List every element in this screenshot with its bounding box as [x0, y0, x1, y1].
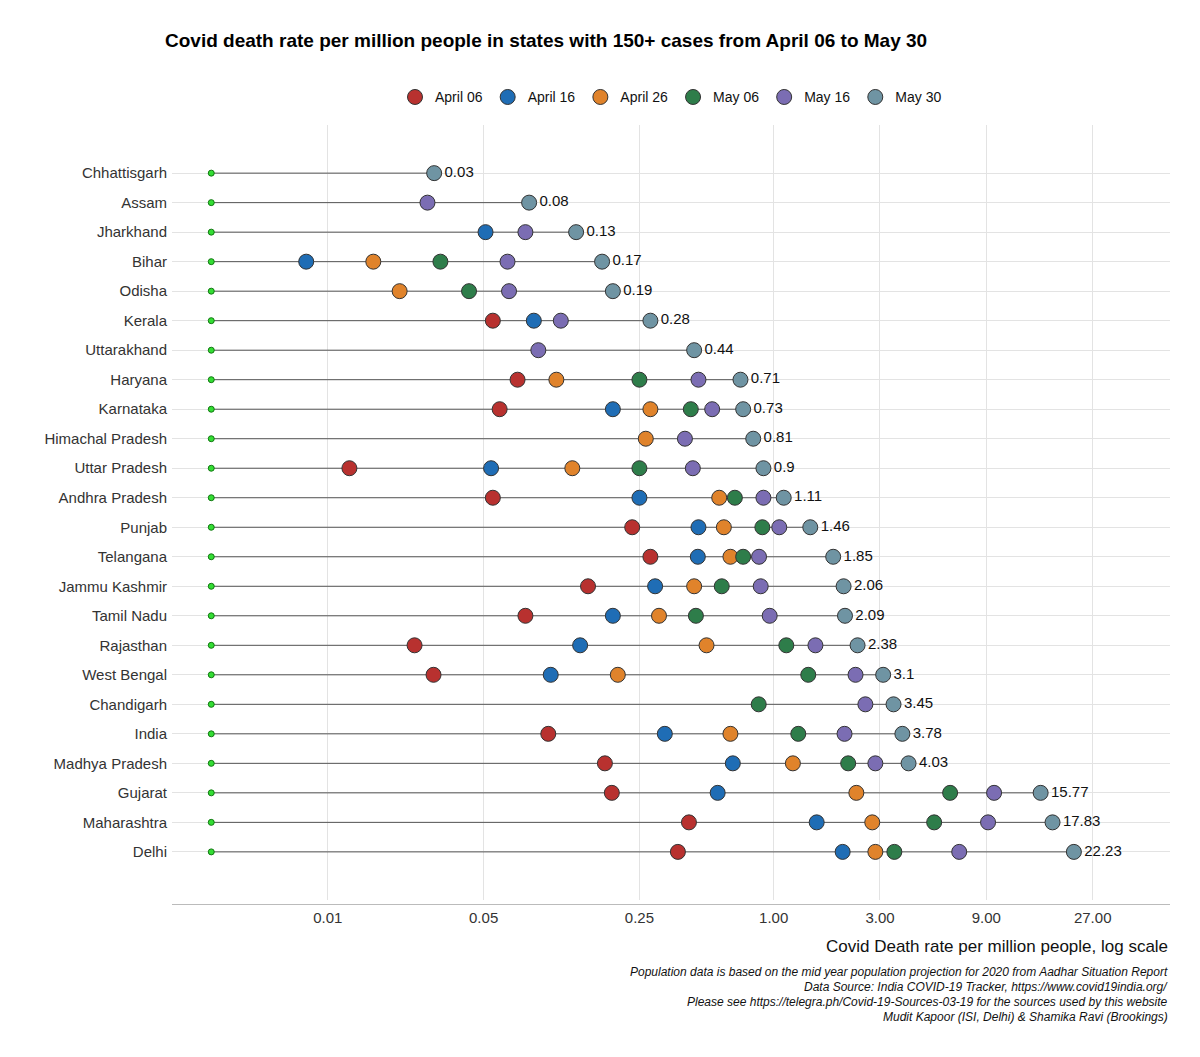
svg-text:Jharkhand: Jharkhand	[97, 223, 167, 240]
svg-text:Population data is based on th: Population data is based on the mid year…	[630, 965, 1168, 979]
svg-text:Karnataka: Karnataka	[99, 400, 168, 417]
svg-text:1.11: 1.11	[794, 487, 822, 504]
svg-text:0.73: 0.73	[754, 399, 783, 416]
svg-text:4.03: 4.03	[919, 753, 948, 770]
svg-text:Andhra Pradesh: Andhra Pradesh	[59, 489, 167, 506]
svg-text:Delhi: Delhi	[133, 843, 167, 860]
svg-text:9.00: 9.00	[972, 909, 1001, 926]
svg-text:0.81: 0.81	[764, 428, 793, 445]
svg-text:West Bengal: West Bengal	[82, 666, 167, 683]
svg-text:0.05: 0.05	[469, 909, 498, 926]
svg-text:0.19: 0.19	[623, 281, 652, 298]
svg-text:May 30: May 30	[895, 89, 941, 105]
svg-text:0.28: 0.28	[661, 310, 690, 327]
svg-text:Telangana: Telangana	[98, 548, 168, 565]
svg-text:0.25: 0.25	[625, 909, 654, 926]
svg-text:0.13: 0.13	[586, 222, 615, 239]
svg-text:Covid death rate per million p: Covid death rate per million people in s…	[165, 30, 927, 51]
svg-text:Haryana: Haryana	[110, 371, 167, 388]
svg-text:Uttarakhand: Uttarakhand	[85, 341, 167, 358]
svg-text:0.9: 0.9	[774, 458, 795, 475]
svg-text:Gujarat: Gujarat	[118, 784, 168, 801]
svg-text:0.03: 0.03	[445, 163, 474, 180]
svg-text:2.09: 2.09	[855, 606, 884, 623]
svg-text:2.38: 2.38	[868, 635, 897, 652]
svg-text:Maharashtra: Maharashtra	[83, 814, 168, 831]
svg-text:April 06: April 06	[435, 89, 483, 105]
svg-text:1.00: 1.00	[759, 909, 788, 926]
svg-text:3.1: 3.1	[894, 665, 915, 682]
svg-text:0.17: 0.17	[612, 251, 641, 268]
svg-text:27.00: 27.00	[1074, 909, 1112, 926]
svg-text:Chhattisgarh: Chhattisgarh	[82, 164, 167, 181]
svg-text:Chandigarh: Chandigarh	[89, 696, 167, 713]
svg-text:Himachal Pradesh: Himachal Pradesh	[44, 430, 167, 447]
svg-text:Bihar: Bihar	[132, 253, 167, 270]
svg-text:1.46: 1.46	[821, 517, 850, 534]
svg-text:0.44: 0.44	[705, 340, 734, 357]
svg-text:Please see https://telegra.ph/: Please see https://telegra.ph/Covid-19-S…	[687, 995, 1168, 1009]
svg-text:Kerala: Kerala	[124, 312, 168, 329]
svg-text:May 06: May 06	[713, 89, 759, 105]
svg-text:2.06: 2.06	[854, 576, 883, 593]
svg-text:1.85: 1.85	[844, 547, 873, 564]
svg-text:May 16: May 16	[804, 89, 850, 105]
svg-text:17.83: 17.83	[1063, 812, 1101, 829]
svg-text:Madhya Pradesh: Madhya Pradesh	[54, 755, 167, 772]
svg-text:Data Source: India COVID-19 Tr: Data Source: India COVID-19 Tracker, htt…	[804, 980, 1168, 994]
svg-text:3.45: 3.45	[904, 694, 933, 711]
svg-text:15.77: 15.77	[1051, 783, 1089, 800]
svg-text:0.01: 0.01	[313, 909, 342, 926]
svg-text:3.78: 3.78	[913, 724, 942, 741]
svg-text:22.23: 22.23	[1084, 842, 1122, 859]
svg-text:Jammu Kashmir: Jammu Kashmir	[59, 578, 167, 595]
svg-text:0.08: 0.08	[539, 192, 568, 209]
svg-text:April 16: April 16	[528, 89, 576, 105]
svg-text:Tamil Nadu: Tamil Nadu	[92, 607, 167, 624]
svg-text:April 26: April 26	[620, 89, 668, 105]
svg-text:Assam: Assam	[121, 194, 167, 211]
svg-text:Uttar Pradesh: Uttar Pradesh	[74, 459, 167, 476]
svg-text:0.71: 0.71	[751, 369, 780, 386]
svg-text:Punjab: Punjab	[120, 519, 167, 536]
svg-text:Mudit Kapoor (ISI, Delhi) & Sh: Mudit Kapoor (ISI, Delhi) & Shamika Ravi…	[883, 1010, 1168, 1024]
svg-text:Odisha: Odisha	[119, 282, 167, 299]
svg-text:Covid Death rate per million p: Covid Death rate per million people, log…	[826, 937, 1168, 956]
svg-text:India: India	[134, 725, 167, 742]
svg-text:Rajasthan: Rajasthan	[99, 637, 167, 654]
svg-text:3.00: 3.00	[865, 909, 894, 926]
